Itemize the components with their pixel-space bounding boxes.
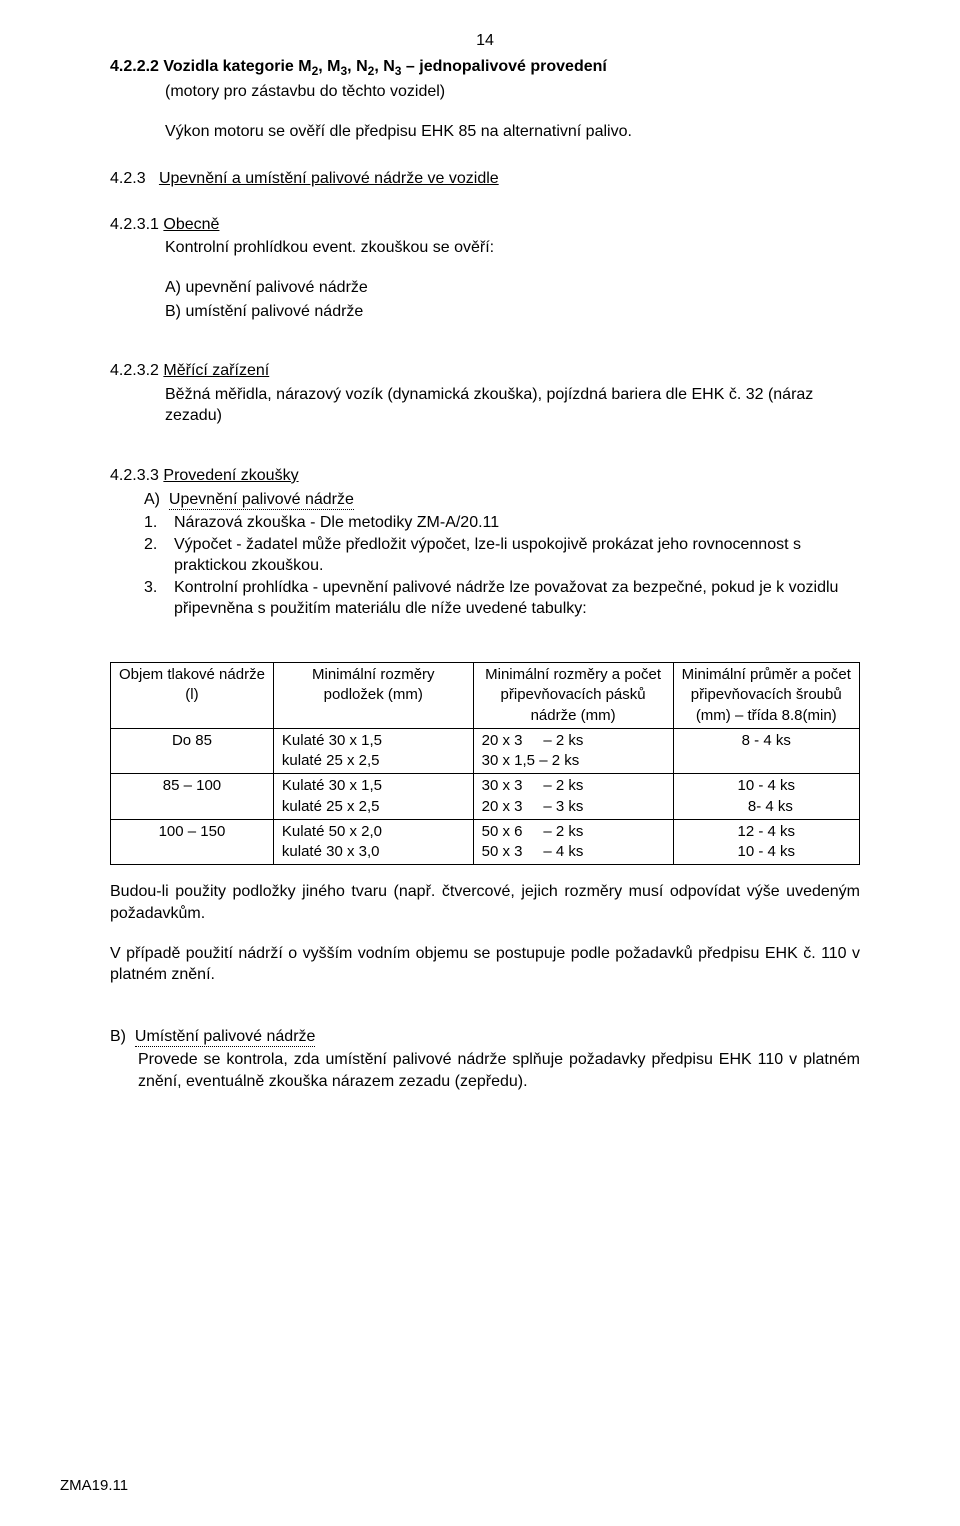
sec-4231-itemA: A) upevnění palivové nádrže xyxy=(165,277,860,299)
table-header-row: Objem tlakové nádrže(l) Minimální rozměr… xyxy=(111,663,860,729)
section-4222-title: 4.2.2.2 Vozidla kategorie M2, M3, N2, N3… xyxy=(110,56,860,79)
section-4231-heading: 4.2.3.1 Obecně xyxy=(110,214,860,236)
sec-4222-num: 4.2.2.2 xyxy=(110,58,159,75)
t-c: , N xyxy=(347,58,367,75)
partB-label: B) xyxy=(110,1028,126,1045)
td-r1c2: Kulaté 30 x 1,5kulaté 25 x 2,5 xyxy=(273,728,473,774)
t-e: – jednopalivové provedení xyxy=(401,58,606,75)
partA-text: Upevnění palivové nádrže xyxy=(169,491,354,510)
page-number: 14 xyxy=(110,30,860,52)
th-3: Minimální rozměry a počet připevňovacích… xyxy=(473,663,673,729)
table-row: 100 – 150 Kulaté 50 x 2,0kulaté 30 x 3,0… xyxy=(111,819,860,865)
td-r3c3: 50 x 6 – 2 ks50 x 3 – 4 ks xyxy=(473,819,673,865)
verify-line: Výkon motoru se ověří dle předpisu EHK 8… xyxy=(165,121,860,143)
after-table-p2: V případě použití nádrží o vyšším vodním… xyxy=(110,943,860,986)
sec-4233-num: 4.2.3.3 xyxy=(110,467,159,484)
th-4: Minimální průměr a počet připevňovacích … xyxy=(673,663,860,729)
section-423-heading: 4.2.3 Upevnění a umístění palivové nádrž… xyxy=(110,168,860,190)
t-a: Vozidla kategorie M xyxy=(163,58,311,75)
list-item: 2. Výpočet - žadatel může předložit výpo… xyxy=(144,534,860,577)
td-r2c4: 10 - 4 ks 8- 4 ks xyxy=(673,774,860,820)
list-txt-3: Kontrolní prohlídka - upevnění palivové … xyxy=(174,577,860,620)
sec-4233-list: 1. Nárazová zkouška - Dle metodiky ZM-A/… xyxy=(144,512,860,620)
requirements-table: Objem tlakové nádrže(l) Minimální rozměr… xyxy=(110,662,860,865)
footer-text: ZMA19.11 xyxy=(60,1476,128,1496)
partB-title: Umístění palivové nádrže xyxy=(135,1028,316,1047)
th-1: Objem tlakové nádrže(l) xyxy=(111,663,274,729)
sec-4232-num: 4.2.3.2 xyxy=(110,362,159,379)
sec-4233-partA: A) Upevnění palivové nádrže xyxy=(144,489,860,511)
sec-4231-num: 4.2.3.1 xyxy=(110,216,159,233)
sec-4232-title: Měřící zařízení xyxy=(163,362,269,379)
list-txt-1: Nárazová zkouška - Dle metodiky ZM-A/20.… xyxy=(174,512,860,534)
table-row: Do 85 Kulaté 30 x 1,5kulaté 25 x 2,5 20 … xyxy=(111,728,860,774)
td-r3c2: Kulaté 50 x 2,0kulaté 30 x 3,0 xyxy=(273,819,473,865)
td-r1c4: 8 - 4 ks xyxy=(673,728,860,774)
th-2: Minimální rozměry podložek (mm) xyxy=(273,663,473,729)
sec-423-num: 4.2.3 xyxy=(110,170,146,187)
sec-4233-title: Provedení zkoušky xyxy=(163,467,298,484)
td-r1c3: 20 x 3 – 2 ks30 x 1,5 – 2 ks xyxy=(473,728,673,774)
list-num-1: 1. xyxy=(144,512,174,534)
sec-4232-body: Běžná měřidla, nárazový vozík (dynamická… xyxy=(165,384,860,427)
list-num-2: 2. xyxy=(144,534,174,577)
list-item: 3. Kontrolní prohlídka - upevnění palivo… xyxy=(144,577,860,620)
td-r1c1: Do 85 xyxy=(111,728,274,774)
sec-4222-subline: (motory pro zástavbu do těchto vozidel) xyxy=(165,81,860,103)
list-txt-2: Výpočet - žadatel může předložit výpočet… xyxy=(174,534,860,577)
partB-body: Provede se kontrola, zda umístění palivo… xyxy=(138,1049,860,1092)
list-num-3: 3. xyxy=(144,577,174,620)
t-d: , N xyxy=(374,58,394,75)
list-item: 1. Nárazová zkouška - Dle metodiky ZM-A/… xyxy=(144,512,860,534)
td-r2c1: 85 – 100 xyxy=(111,774,274,820)
sec-423-title: Upevnění a umístění palivové nádrže ve v… xyxy=(159,170,499,187)
sec-4231-title: Obecně xyxy=(163,216,219,233)
section-4233-heading: 4.2.3.3 Provedení zkoušky xyxy=(110,465,860,487)
partB-heading: B) Umístění palivové nádrže xyxy=(110,1026,860,1048)
sec-4231-line1: Kontrolní prohlídkou event. zkouškou se … xyxy=(165,237,860,259)
sec-4231-itemB: B) umístění palivové nádrže xyxy=(165,301,860,323)
td-r2c3: 30 x 3 – 2 ks20 x 3 – 3 ks xyxy=(473,774,673,820)
document-page: 14 4.2.2.2 Vozidla kategorie M2, M3, N2,… xyxy=(0,0,960,1526)
after-table-p1: Budou-li použity podložky jiného tvaru (… xyxy=(110,881,860,924)
partA-label: A) xyxy=(144,491,160,508)
td-r2c2: Kulaté 30 x 1,5kulaté 25 x 2,5 xyxy=(273,774,473,820)
section-4232-heading: 4.2.3.2 Měřící zařízení xyxy=(110,360,860,382)
t-b: , M xyxy=(318,58,340,75)
table-row: 85 – 100 Kulaté 30 x 1,5kulaté 25 x 2,5 … xyxy=(111,774,860,820)
td-r3c1: 100 – 150 xyxy=(111,819,274,865)
td-r3c4: 12 - 4 ks10 - 4 ks xyxy=(673,819,860,865)
